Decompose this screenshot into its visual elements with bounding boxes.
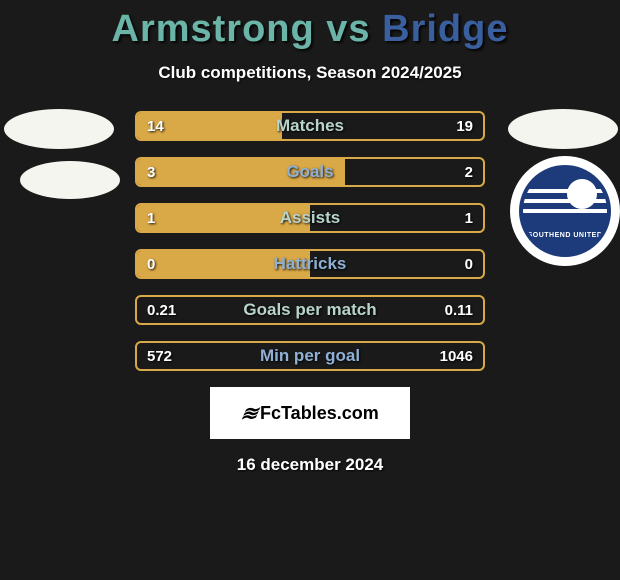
stat-right-value: 2: [465, 159, 473, 185]
badge-inner: SOUTHEND UNITED: [519, 165, 611, 257]
branding-text: FcTables.com: [260, 403, 379, 424]
stat-row: 0.21Goals per match0.11: [135, 295, 485, 325]
stat-label: Min per goal: [137, 343, 483, 369]
club-badge: SOUTHEND UNITED: [510, 156, 620, 266]
main-content: SOUTHEND UNITED 14Matches19 3Goals2 1Assis…: [0, 111, 620, 371]
stat-row: 3Goals2: [135, 157, 485, 187]
stats-bars: 14Matches19 3Goals2 1Assists1 0Hattricks0 0.…: [135, 111, 485, 371]
stat-label: Matches: [137, 113, 483, 139]
stat-right-value: 1: [465, 205, 473, 231]
date-text: 16 december 2024: [0, 455, 620, 475]
player1-name: Armstrong: [112, 8, 315, 50]
stat-right-value: 0.11: [445, 297, 473, 323]
badge-stripe: [523, 209, 607, 213]
badge-text: SOUTHEND UNITED: [523, 232, 607, 239]
player2-name: Bridge: [382, 8, 508, 50]
stat-label: Hattricks: [137, 251, 483, 277]
stat-label: Goals: [137, 159, 483, 185]
page-title: Armstrong vs Bridge: [0, 0, 620, 51]
stat-label: Goals per match: [137, 297, 483, 323]
stat-right-value: 0: [465, 251, 473, 277]
branding[interactable]: ≋ FcTables.com: [210, 387, 410, 439]
badge-stripes: [523, 169, 607, 253]
stat-row: 572Min per goal1046: [135, 341, 485, 371]
soccer-ball-icon: [567, 179, 597, 209]
avatar-right-1: [508, 109, 618, 149]
vs-text: vs: [315, 8, 382, 50]
stat-label: Assists: [137, 205, 483, 231]
stat-right-value: 19: [456, 113, 473, 139]
stat-row: 14Matches19: [135, 111, 485, 141]
branding-icon: ≋: [239, 401, 260, 426]
avatar-left-1: [4, 109, 114, 149]
stat-row: 0Hattricks0: [135, 249, 485, 279]
subtitle: Club competitions, Season 2024/2025: [0, 63, 620, 83]
stat-row: 1Assists1: [135, 203, 485, 233]
stat-right-value: 1046: [440, 343, 473, 369]
avatar-left-2: [20, 161, 120, 199]
